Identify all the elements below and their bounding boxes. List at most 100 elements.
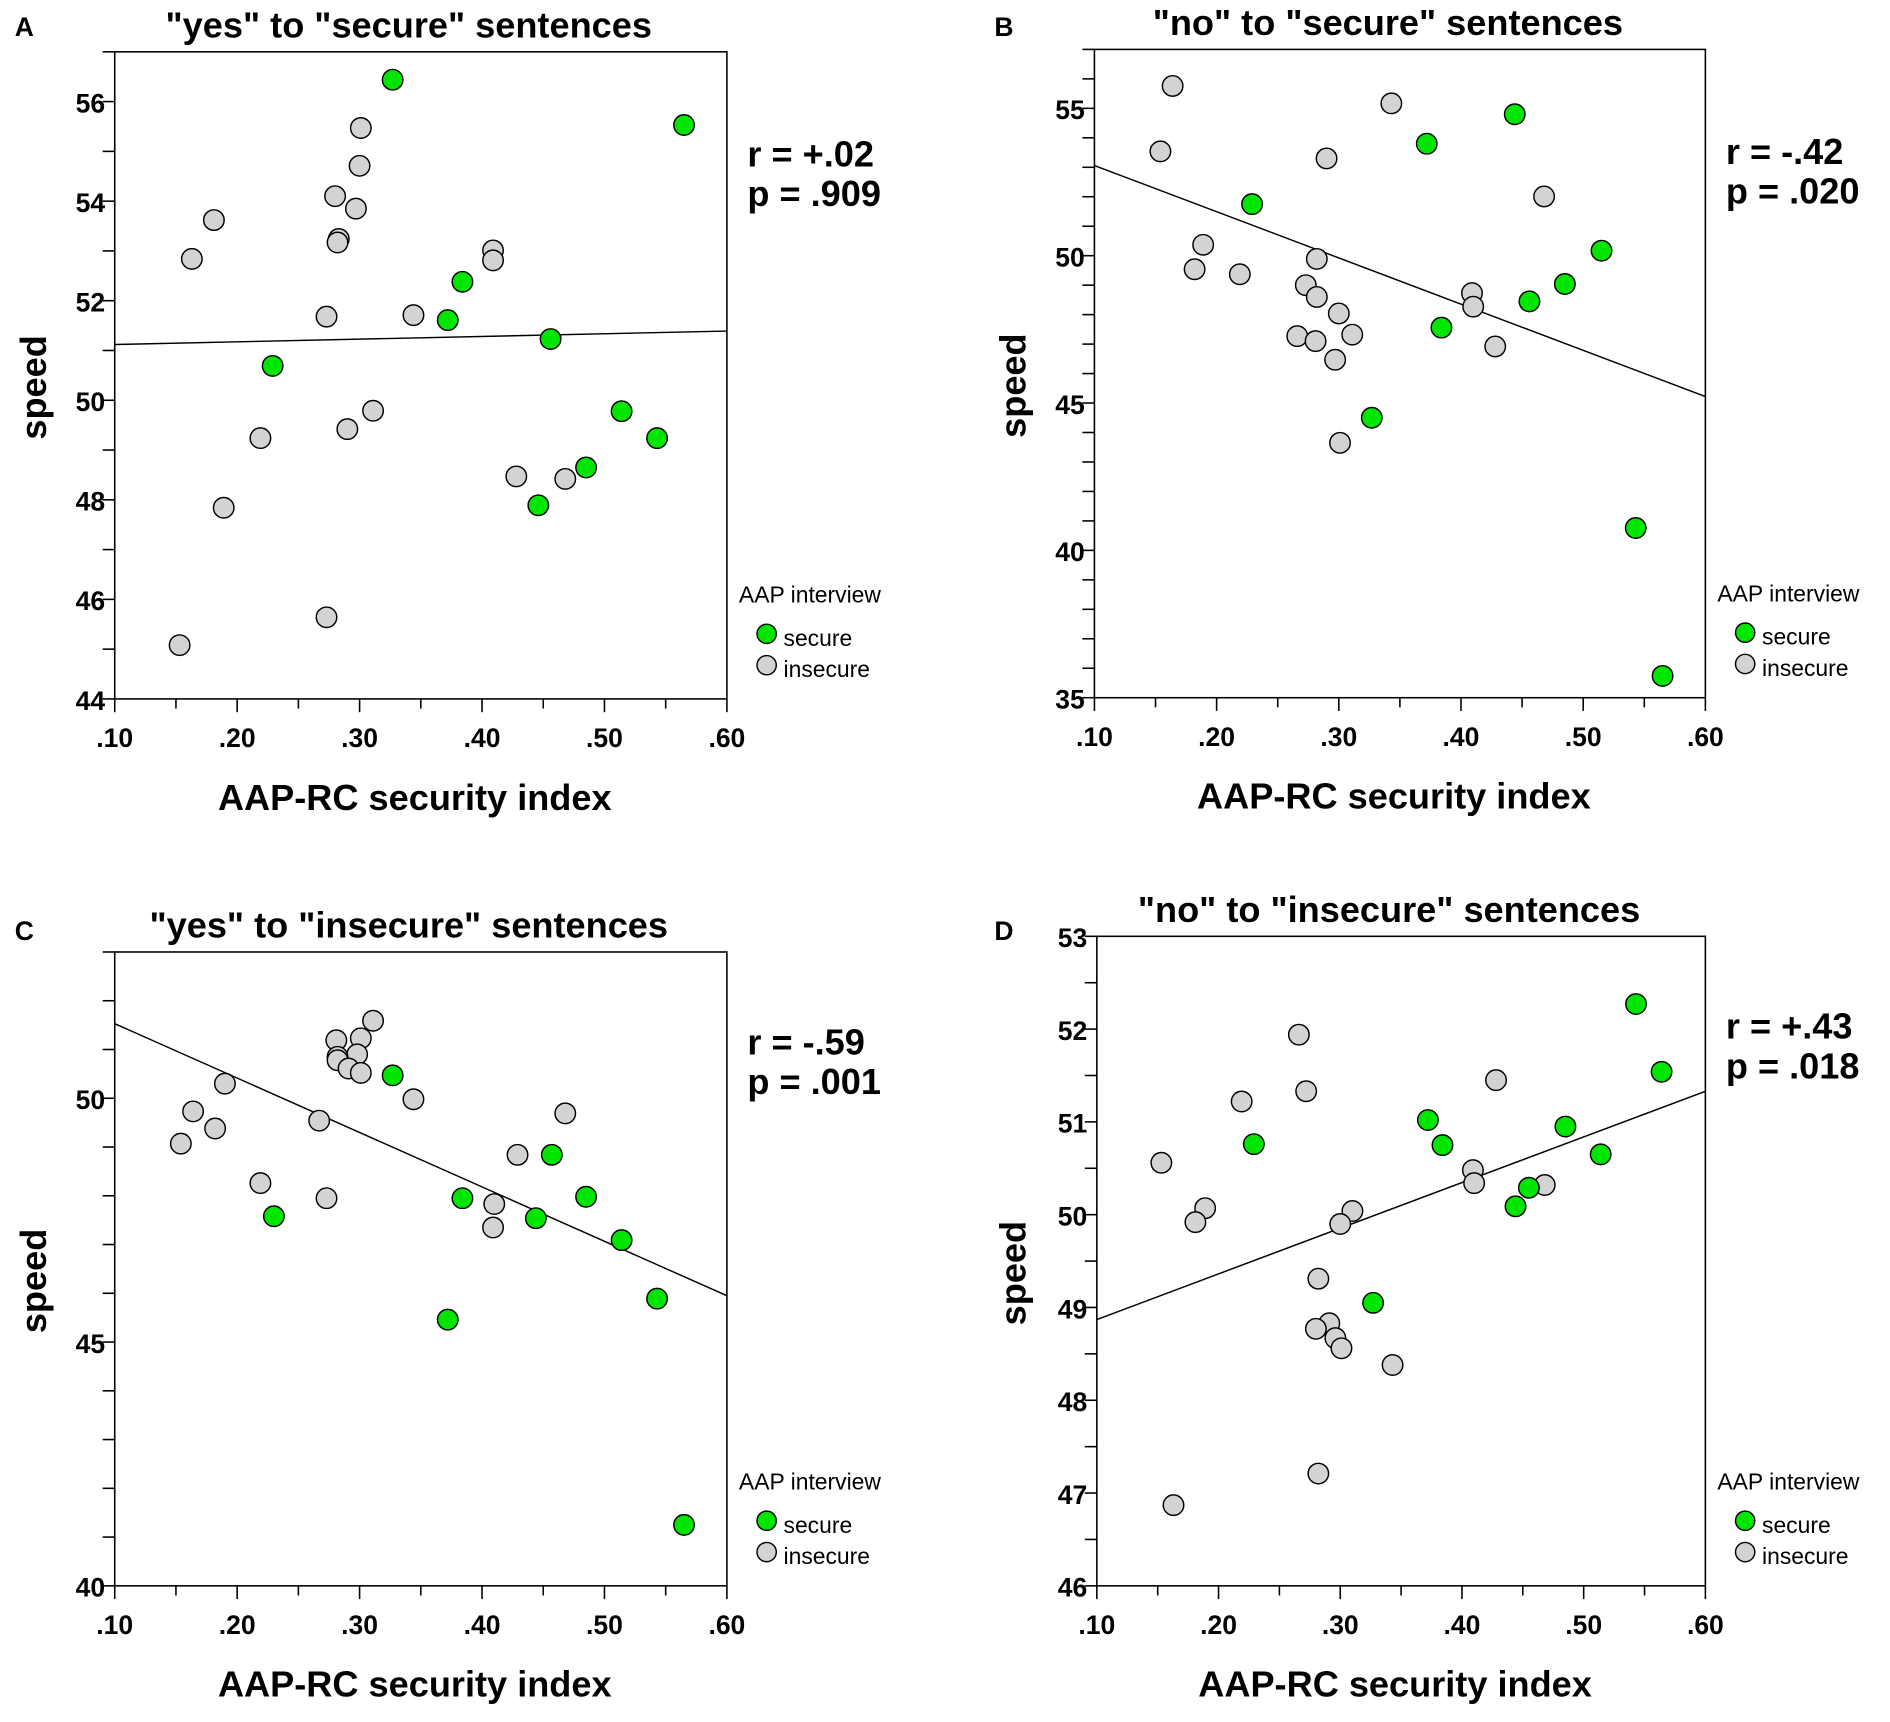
data-point-secure xyxy=(1431,1134,1454,1157)
data-point-secure xyxy=(1360,406,1383,429)
data-point-secure xyxy=(436,309,459,332)
data-point-insecure xyxy=(1315,147,1338,170)
y-axis-label: speed xyxy=(13,335,54,439)
data-point-insecure xyxy=(1230,1090,1253,1113)
data-point-secure xyxy=(1553,273,1576,295)
x-tick-label: .20 xyxy=(219,1610,256,1640)
chart-title: "no" to "insecure" sentences xyxy=(1138,889,1640,930)
y-axis-label: speed xyxy=(13,1229,54,1333)
x-tick-label: .50 xyxy=(1565,722,1602,752)
data-point-insecure xyxy=(1228,263,1251,286)
y-tick-label: 54 xyxy=(76,188,106,218)
data-point-insecure xyxy=(482,249,505,272)
data-point-insecure xyxy=(1304,330,1327,353)
data-point-insecure xyxy=(1327,302,1350,325)
data-point-insecure xyxy=(1329,1212,1352,1235)
y-tick-label: 50 xyxy=(76,1085,105,1115)
data-point-insecure xyxy=(1330,1337,1353,1360)
x-tick-label: .60 xyxy=(708,1610,745,1640)
data-point-secure xyxy=(1517,1176,1540,1199)
x-tick-label: .10 xyxy=(96,1610,133,1640)
x-tick-label: .30 xyxy=(1322,1610,1359,1640)
panel-letter: B xyxy=(994,12,1013,42)
y-tick-label: 49 xyxy=(1058,1294,1087,1324)
data-point-insecure xyxy=(1149,140,1172,163)
data-point-insecure xyxy=(1161,74,1184,97)
data-point-insecure xyxy=(1462,295,1485,318)
data-point-insecure xyxy=(249,1172,272,1195)
data-point-secure xyxy=(539,328,562,350)
data-point-insecure xyxy=(1484,335,1507,358)
legend-title: AAP interview xyxy=(1717,1468,1859,1494)
data-point-secure xyxy=(1651,664,1674,687)
data-point-insecure xyxy=(554,1102,577,1125)
data-point-insecure xyxy=(1304,1317,1327,1340)
data-point-insecure xyxy=(1533,185,1556,208)
legend-marker-insecure xyxy=(756,654,778,676)
data-point-insecure xyxy=(402,304,425,327)
y-axis-label: speed xyxy=(993,333,1034,437)
plot-frame xyxy=(1093,48,1707,699)
x-tick-label: .50 xyxy=(586,723,623,753)
data-point-insecure xyxy=(1192,233,1215,256)
x-tick-label: .40 xyxy=(464,1610,501,1640)
correlation-p: p = .020 xyxy=(1726,171,1860,212)
data-point-insecure xyxy=(402,1088,425,1111)
y-tick-label: 47 xyxy=(1058,1480,1087,1510)
y-tick-label: 50 xyxy=(1058,1202,1087,1232)
data-point-insecure xyxy=(213,1072,236,1095)
correlation-r: r = +.02 xyxy=(747,133,874,174)
x-tick-label: .10 xyxy=(1076,722,1113,752)
data-point-secure xyxy=(1415,132,1438,155)
data-point-insecure xyxy=(1307,1267,1330,1290)
y-tick-label: 50 xyxy=(1055,243,1084,273)
x-tick-label: .20 xyxy=(1200,1610,1237,1640)
x-tick-label: .40 xyxy=(464,723,501,753)
x-axis-label: AAP-RC security index xyxy=(218,1664,612,1705)
data-point-insecure xyxy=(326,231,349,254)
data-point-insecure xyxy=(168,634,191,657)
legend-label-secure: secure xyxy=(784,1512,853,1538)
y-tick-label: 48 xyxy=(76,487,105,517)
regression-line xyxy=(114,1022,728,1297)
legend-title: AAP interview xyxy=(1717,580,1859,606)
data-point-secure xyxy=(451,1187,474,1210)
x-tick-label: .30 xyxy=(341,723,378,753)
x-tick-label: .10 xyxy=(96,723,133,753)
correlation-r: r = +.43 xyxy=(1726,1006,1853,1047)
legend-marker-insecure xyxy=(1734,653,1756,675)
data-point-secure xyxy=(524,1207,547,1230)
data-point-secure xyxy=(1650,1060,1673,1083)
data-point-insecure xyxy=(348,154,371,177)
data-point-secure xyxy=(1589,1143,1612,1166)
x-tick-label: .50 xyxy=(586,1610,623,1640)
data-point-insecure xyxy=(1287,1023,1310,1046)
legend-marker-secure xyxy=(756,1510,778,1532)
data-point-secure xyxy=(1430,316,1453,339)
y-tick-label: 50 xyxy=(76,387,105,417)
data-point-insecure xyxy=(1329,431,1351,454)
data-point-insecure xyxy=(249,427,272,450)
legend-label-insecure: insecure xyxy=(1762,1543,1848,1569)
x-tick-label: .20 xyxy=(219,723,256,753)
data-point-insecure xyxy=(169,1132,192,1155)
data-point-insecure xyxy=(505,465,528,488)
plot-frame xyxy=(113,951,728,1587)
panel-letter: A xyxy=(15,12,34,42)
x-tick-label: .60 xyxy=(1687,1610,1724,1640)
data-point-insecure xyxy=(362,1009,385,1032)
legend-marker-insecure xyxy=(756,1541,778,1563)
data-point-insecure xyxy=(482,1216,505,1239)
data-point-insecure xyxy=(1324,348,1347,371)
data-point-secure xyxy=(1503,103,1526,126)
data-point-secure xyxy=(575,456,598,479)
correlation-p: p = .909 xyxy=(747,173,881,214)
data-point-insecure xyxy=(204,1117,227,1140)
data-point-secure xyxy=(1554,1115,1577,1138)
data-point-secure xyxy=(1242,1133,1265,1156)
data-point-secure xyxy=(673,114,696,136)
data-point-insecure xyxy=(1380,92,1403,115)
data-point-secure xyxy=(1416,1109,1439,1132)
x-tick-label: .40 xyxy=(1444,1610,1481,1640)
